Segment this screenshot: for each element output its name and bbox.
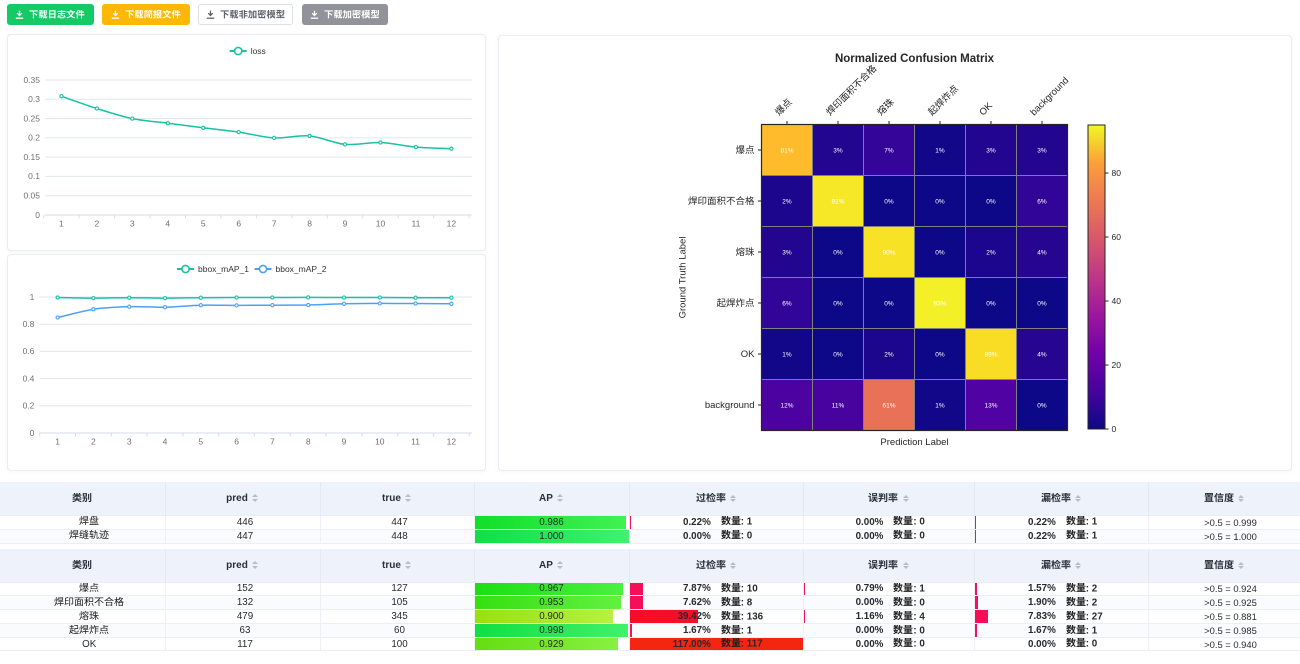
svg-text:0%: 0%	[986, 301, 996, 308]
svg-text:background: background	[1028, 75, 1071, 118]
svg-text:Prediction Label: Prediction Label	[880, 437, 948, 448]
svg-text:bbox_mAP_2: bbox_mAP_2	[276, 264, 327, 274]
svg-text:background: background	[705, 400, 755, 411]
svg-text:9: 9	[342, 437, 347, 447]
svg-text:7%: 7%	[884, 148, 894, 155]
svg-text:1%: 1%	[935, 403, 945, 410]
svg-text:12: 12	[447, 437, 457, 447]
svg-text:11%: 11%	[832, 403, 845, 410]
svg-text:2%: 2%	[986, 250, 996, 257]
svg-text:40: 40	[1112, 296, 1122, 306]
svg-text:3%: 3%	[833, 148, 843, 155]
svg-text:0.6: 0.6	[23, 346, 35, 356]
svg-text:11: 11	[411, 437, 420, 447]
svg-text:0.15: 0.15	[23, 152, 40, 162]
svg-text:91%: 91%	[831, 199, 844, 206]
svg-text:0.05: 0.05	[23, 191, 40, 201]
svg-text:0.8: 0.8	[23, 319, 35, 329]
svg-text:20: 20	[1112, 360, 1122, 370]
svg-text:0: 0	[30, 428, 35, 438]
svg-text:1%: 1%	[935, 148, 945, 155]
svg-text:8: 8	[307, 219, 312, 229]
svg-text:0%: 0%	[833, 352, 843, 359]
svg-text:93%: 93%	[933, 301, 946, 308]
svg-text:5: 5	[198, 437, 203, 447]
svg-text:0.35: 0.35	[23, 75, 40, 85]
svg-text:6: 6	[236, 219, 241, 229]
svg-text:loss: loss	[251, 46, 266, 56]
svg-text:0.2: 0.2	[23, 401, 35, 411]
svg-text:4: 4	[163, 437, 168, 447]
svg-text:0%: 0%	[884, 199, 894, 206]
svg-text:6: 6	[234, 437, 239, 447]
svg-text:2: 2	[95, 219, 100, 229]
svg-text:90%: 90%	[882, 250, 895, 257]
svg-text:1%: 1%	[782, 352, 792, 359]
svg-text:OK: OK	[741, 349, 755, 360]
svg-text:9: 9	[343, 219, 348, 229]
svg-text:13%: 13%	[984, 403, 997, 410]
svg-text:8: 8	[306, 437, 311, 447]
svg-text:0.25: 0.25	[23, 113, 40, 123]
svg-text:7: 7	[272, 219, 277, 229]
svg-text:0%: 0%	[833, 250, 843, 257]
svg-text:0%: 0%	[1037, 301, 1047, 308]
svg-text:61%: 61%	[882, 403, 895, 410]
svg-text:3%: 3%	[986, 148, 996, 155]
svg-text:4%: 4%	[1037, 352, 1047, 359]
svg-text:OK: OK	[977, 100, 995, 118]
svg-text:3: 3	[130, 219, 135, 229]
svg-text:2%: 2%	[782, 199, 792, 206]
svg-text:0%: 0%	[833, 301, 843, 308]
svg-text:0.4: 0.4	[23, 373, 35, 383]
svg-text:81%: 81%	[780, 148, 793, 155]
svg-text:12: 12	[447, 219, 457, 229]
svg-text:0: 0	[35, 210, 40, 220]
svg-text:1: 1	[55, 437, 60, 447]
svg-text:1: 1	[30, 292, 35, 302]
svg-text:89%: 89%	[984, 352, 997, 359]
svg-text:6%: 6%	[1037, 199, 1047, 206]
svg-text:11: 11	[411, 219, 420, 229]
svg-text:6%: 6%	[782, 301, 792, 308]
svg-text:4: 4	[165, 219, 170, 229]
svg-text:Ground Truth Label: Ground Truth Label	[678, 237, 689, 319]
svg-text:0.1: 0.1	[28, 171, 40, 181]
svg-text:12%: 12%	[780, 403, 793, 410]
svg-text:80: 80	[1112, 168, 1122, 178]
svg-text:3%: 3%	[1037, 148, 1047, 155]
svg-text:0%: 0%	[935, 250, 945, 257]
svg-text:0%: 0%	[986, 199, 996, 206]
svg-text:2%: 2%	[884, 352, 894, 359]
svg-text:1: 1	[59, 219, 64, 229]
svg-text:0: 0	[1112, 424, 1117, 434]
svg-text:10: 10	[375, 437, 385, 447]
svg-text:0%: 0%	[935, 199, 945, 206]
svg-text:4%: 4%	[1037, 250, 1047, 257]
svg-text:7: 7	[270, 437, 275, 447]
svg-text:Normalized Confusion Matrix: Normalized Confusion Matrix	[835, 53, 995, 65]
svg-text:2: 2	[91, 437, 96, 447]
svg-text:bbox_mAP_1: bbox_mAP_1	[198, 264, 249, 274]
svg-text:3: 3	[127, 437, 132, 447]
svg-text:0.2: 0.2	[28, 133, 40, 143]
svg-text:0%: 0%	[1037, 403, 1047, 410]
svg-text:3%: 3%	[782, 250, 792, 257]
svg-text:0%: 0%	[884, 301, 894, 308]
svg-text:0.3: 0.3	[28, 94, 40, 104]
svg-text:0%: 0%	[935, 352, 945, 359]
svg-text:10: 10	[376, 219, 386, 229]
svg-text:5: 5	[201, 219, 206, 229]
svg-text:60: 60	[1112, 232, 1122, 242]
